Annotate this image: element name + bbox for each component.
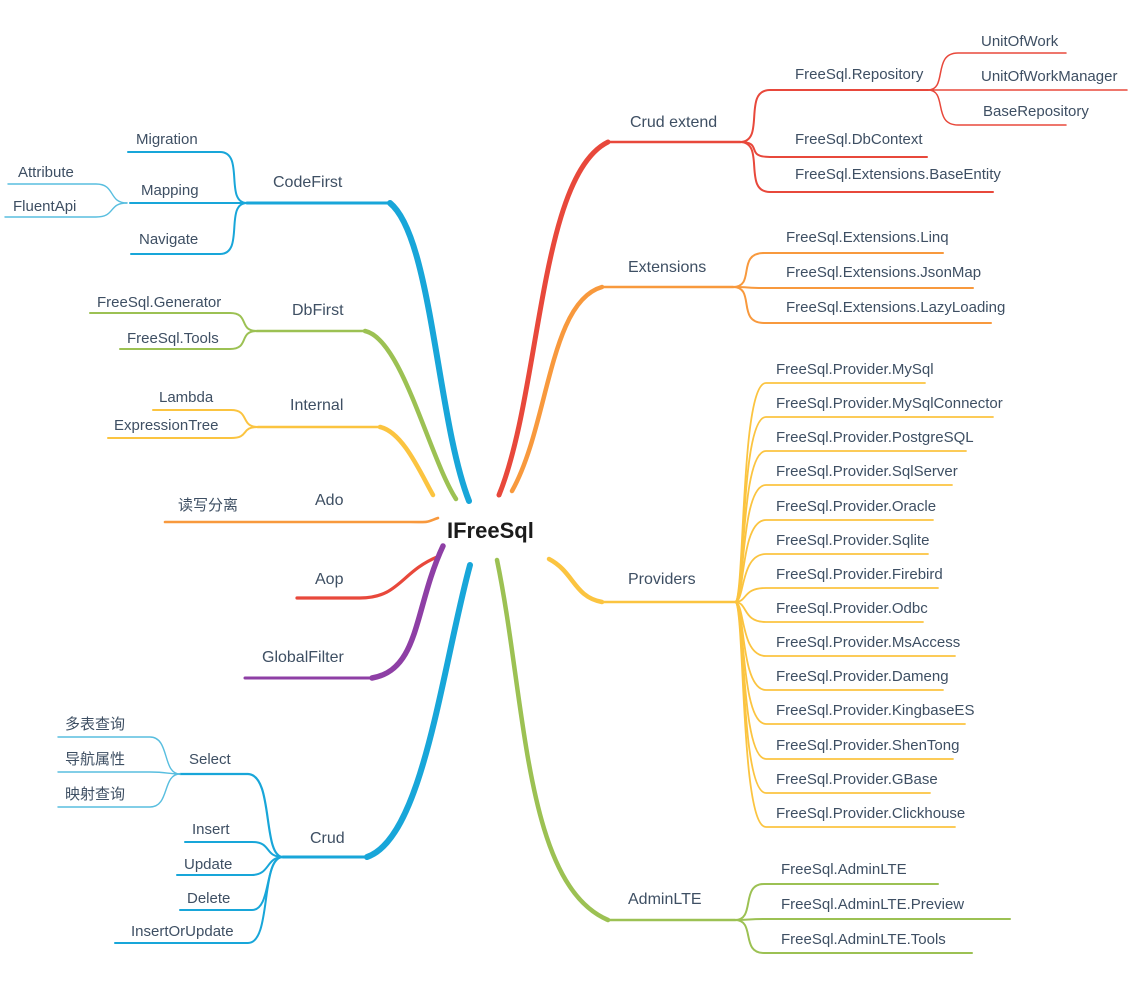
node-provider-sqlserver[interactable]: FreeSql.Provider.SqlServer bbox=[776, 463, 958, 480]
node-dbfirst[interactable]: DbFirst bbox=[292, 302, 344, 319]
edge-freesql-repository bbox=[739, 89, 929, 143]
edge-freesql-generator bbox=[89, 312, 258, 332]
node-provider-dameng[interactable]: FreeSql.Provider.Dameng bbox=[776, 668, 949, 685]
node-provider-mysql[interactable]: FreeSql.Provider.MySql bbox=[776, 361, 934, 378]
node-freesql-extensions-baseentity[interactable]: FreeSql.Extensions.BaseEntity bbox=[795, 166, 1001, 183]
edge-aop bbox=[295, 555, 439, 600]
edge-attribute bbox=[7, 183, 128, 204]
node-update[interactable]: Update bbox=[184, 856, 233, 873]
node-internal[interactable]: Internal bbox=[290, 397, 344, 414]
node-mapping[interactable]: Mapping bbox=[141, 182, 199, 199]
edge-trunk-crud-extend bbox=[496, 139, 611, 498]
node-attribute[interactable]: Attribute bbox=[18, 164, 74, 181]
node-providers[interactable]: Providers bbox=[628, 571, 696, 588]
node-adminlte-preview[interactable]: FreeSql.AdminLTE.Preview bbox=[781, 896, 965, 913]
edge-provider-firebird bbox=[734, 587, 939, 603]
node-read-write-split[interactable]: 读写分离 bbox=[178, 497, 239, 514]
edge-trunk-internal bbox=[377, 424, 436, 498]
edge-select bbox=[178, 772, 285, 859]
node-crud-extend[interactable]: Crud extend bbox=[630, 114, 718, 131]
node-provider-msaccess[interactable]: FreeSql.Provider.MsAccess bbox=[776, 634, 961, 651]
node-provider-firebird[interactable]: FreeSql.Provider.Firebird bbox=[776, 566, 943, 583]
edge-multi-table-query bbox=[57, 736, 181, 775]
edge-adminlte-preview bbox=[734, 918, 1011, 921]
edge-trunk-codefirst bbox=[387, 200, 472, 504]
edge-baserepository bbox=[927, 89, 1067, 126]
node-provider-mysqlconnector[interactable]: FreeSql.Provider.MySqlConnector bbox=[776, 395, 1003, 412]
node-insert[interactable]: Insert bbox=[192, 821, 230, 838]
edge-ext-linq bbox=[732, 252, 944, 288]
node-adminlte-pkg[interactable]: FreeSql.AdminLTE bbox=[781, 861, 907, 878]
edge-navigate bbox=[130, 202, 248, 255]
node-provider-oracle[interactable]: FreeSql.Provider.Oracle bbox=[776, 498, 937, 515]
node-provider-kingbasees[interactable]: FreeSql.Provider.KingbaseES bbox=[776, 702, 975, 719]
node-ext-jsonmap[interactable]: FreeSql.Extensions.JsonMap bbox=[786, 264, 982, 281]
node-freesql-dbcontext[interactable]: FreeSql.DbContext bbox=[795, 131, 923, 148]
edge-trunk-providers bbox=[546, 556, 605, 605]
node-codefirst[interactable]: CodeFirst bbox=[273, 174, 343, 191]
node-provider-clickhouse[interactable]: FreeSql.Provider.Clickhouse bbox=[776, 805, 966, 822]
edge-adminlte-pkg bbox=[734, 883, 939, 921]
node-baserepository[interactable]: BaseRepository bbox=[983, 103, 1089, 120]
node-unitofworkmanager[interactable]: UnitOfWorkManager bbox=[981, 68, 1118, 85]
node-provider-postgresql[interactable]: FreeSql.Provider.PostgreSQL bbox=[776, 429, 974, 446]
node-multi-table-query[interactable]: 多表查询 bbox=[65, 716, 126, 733]
node-crud[interactable]: Crud bbox=[310, 830, 345, 847]
node-freesql-repository[interactable]: FreeSql.Repository bbox=[795, 66, 924, 83]
node-ifreesql[interactable]: IFreeSql bbox=[447, 518, 534, 543]
node-provider-sqlite[interactable]: FreeSql.Provider.Sqlite bbox=[776, 532, 930, 549]
edge-trunk-extensions bbox=[509, 284, 605, 494]
edge-adminlte-tools bbox=[734, 919, 973, 954]
edge-freesql-extensions-baseentity bbox=[739, 141, 994, 193]
node-provider-odbc[interactable]: FreeSql.Provider.Odbc bbox=[776, 600, 928, 617]
node-fluentapi[interactable]: FluentApi bbox=[13, 198, 77, 215]
node-navigate[interactable]: Navigate bbox=[139, 231, 199, 248]
node-lambda[interactable]: Lambda bbox=[159, 389, 214, 406]
node-globalfilter[interactable]: GlobalFilter bbox=[262, 649, 344, 666]
node-ext-linq[interactable]: FreeSql.Extensions.Linq bbox=[786, 229, 949, 246]
edge-migration bbox=[127, 151, 248, 204]
edge-navigation-property bbox=[57, 771, 181, 775]
node-insertorupdate[interactable]: InsertOrUpdate bbox=[131, 923, 234, 940]
node-ext-lazyloading[interactable]: FreeSql.Extensions.LazyLoading bbox=[786, 299, 1006, 316]
edge-insertorupdate bbox=[114, 856, 284, 944]
edge-trunk-crud bbox=[364, 562, 473, 860]
edge-trunk-dbfirst bbox=[362, 328, 459, 502]
node-extensions[interactable]: Extensions bbox=[628, 259, 707, 276]
node-select[interactable]: Select bbox=[189, 751, 231, 768]
edge-provider-sqlite bbox=[734, 553, 929, 603]
edge-provider-clickhouse bbox=[734, 601, 956, 828]
node-delete[interactable]: Delete bbox=[187, 890, 231, 907]
edge-trunk-globalfilter bbox=[369, 543, 446, 681]
node-freesql-tools[interactable]: FreeSql.Tools bbox=[127, 330, 219, 347]
edge-mapping-query bbox=[57, 773, 181, 808]
edge-ext-jsonmap bbox=[732, 286, 974, 289]
node-adminlte-tools[interactable]: FreeSql.AdminLTE.Tools bbox=[781, 931, 946, 948]
node-unitofwork[interactable]: UnitOfWork bbox=[981, 33, 1059, 50]
node-aop[interactable]: Aop bbox=[315, 571, 344, 588]
node-adminlte[interactable]: AdminLTE bbox=[628, 891, 702, 908]
edge-expressiontree bbox=[107, 426, 259, 439]
edge-ext-lazyloading bbox=[732, 286, 992, 324]
node-provider-gbase[interactable]: FreeSql.Provider.GBase bbox=[776, 771, 938, 788]
node-provider-shentong[interactable]: FreeSql.Provider.ShenTong bbox=[776, 737, 960, 754]
edge-insert bbox=[184, 841, 284, 858]
edge-trunk-adminlte bbox=[494, 557, 611, 923]
node-expressiontree[interactable]: ExpressionTree bbox=[114, 417, 219, 434]
edge-provider-odbc bbox=[734, 601, 924, 623]
edge-fluentapi bbox=[4, 202, 128, 218]
edge-ado bbox=[163, 516, 440, 524]
node-mapping-query[interactable]: 映射查询 bbox=[65, 786, 126, 803]
edge-unitofwork bbox=[927, 52, 1067, 91]
node-freesql-generator[interactable]: FreeSql.Generator bbox=[97, 294, 222, 311]
node-navigation-property[interactable]: 导航属性 bbox=[65, 751, 126, 768]
edge-provider-gbase bbox=[734, 601, 931, 794]
edge-freesql-tools bbox=[119, 330, 258, 350]
node-migration[interactable]: Migration bbox=[136, 131, 198, 148]
node-ado[interactable]: Ado bbox=[315, 492, 344, 509]
